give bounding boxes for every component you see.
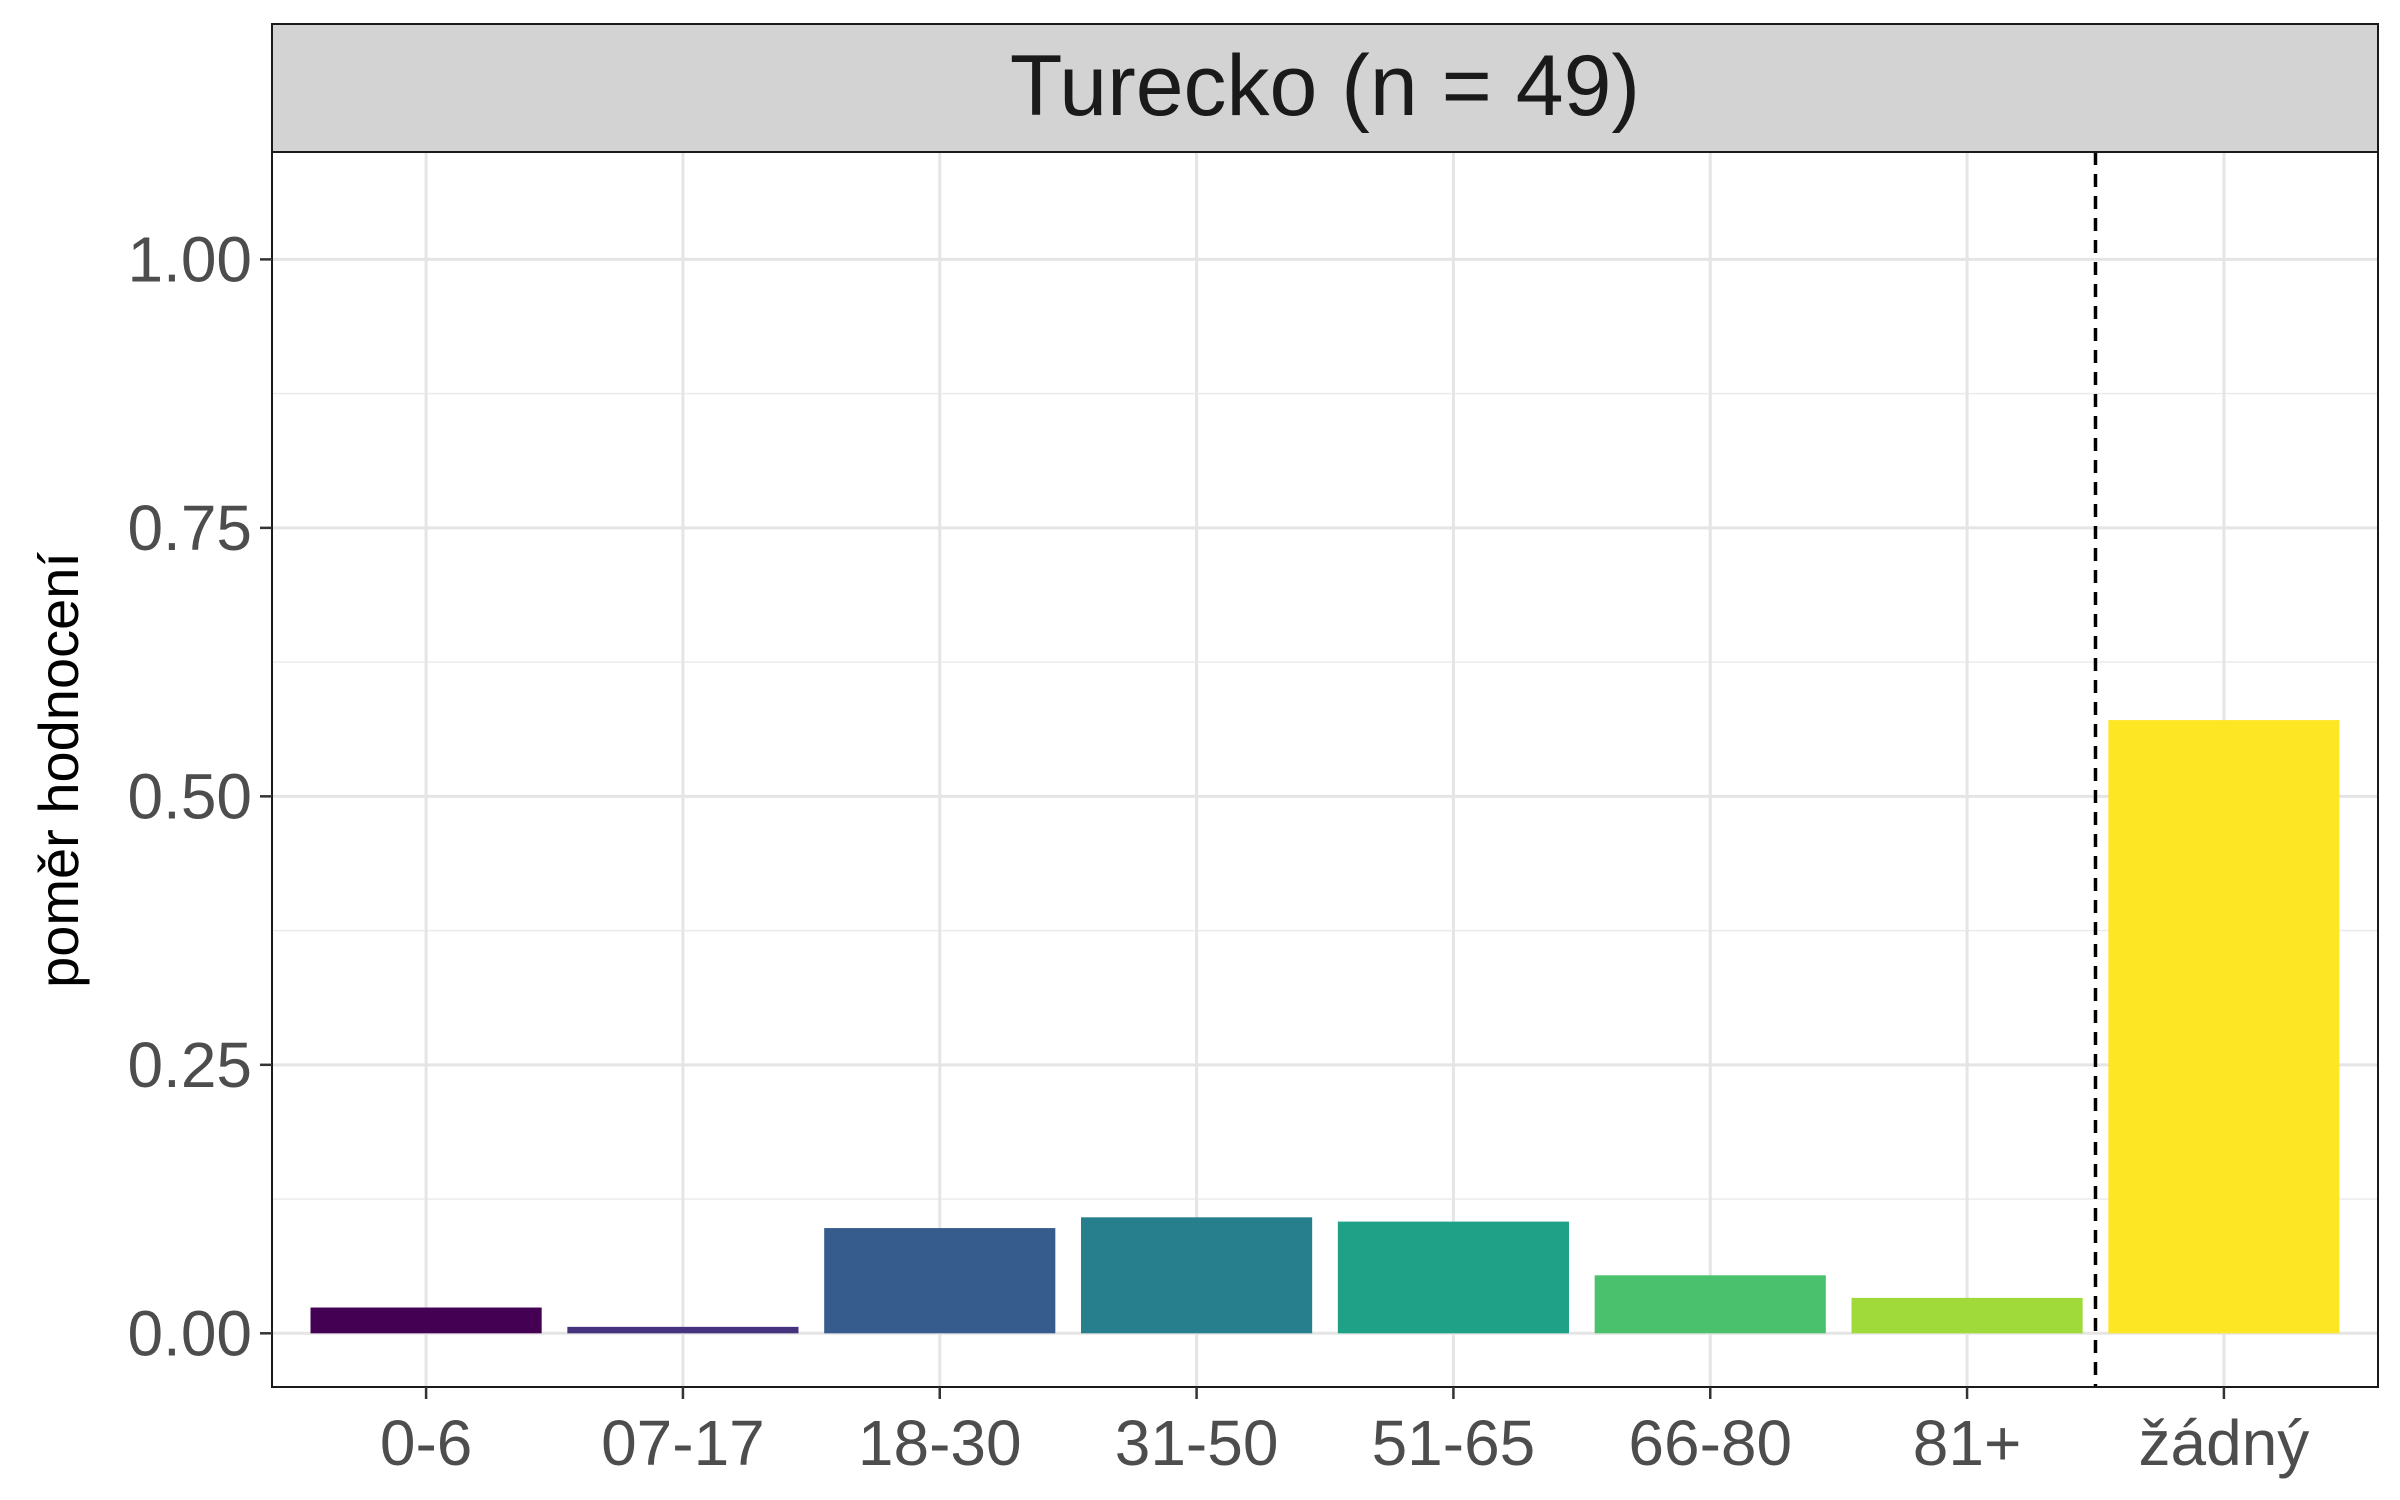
y-tick-label: 0.25 [127, 1029, 252, 1101]
bars [310, 720, 2340, 1334]
major-gridlines [272, 152, 2378, 1387]
y-tick-label: 0.50 [127, 760, 252, 832]
bar-žádný [2108, 720, 2340, 1334]
facet-title: Turecko (n = 49) [1010, 38, 1640, 134]
plot-panel [272, 152, 2378, 1387]
facet-strip: Turecko (n = 49) [271, 23, 2379, 153]
minor-gridlines [272, 392, 2378, 1200]
bar-66-80 [1594, 1275, 1826, 1334]
x-tick-label: 18-30 [858, 1407, 1022, 1479]
bar-18-30 [824, 1228, 1056, 1334]
x-tick-label: 07-17 [601, 1407, 765, 1479]
y-axis: 0.00 0.25 0.50 0.75 1.00 [127, 223, 272, 1369]
x-tick-label: 66-80 [1628, 1407, 1792, 1479]
bar-0-6 [310, 1307, 542, 1334]
x-axis: 0-6 07-17 18-30 31-50 51-65 66-80 81+ žádný [380, 1387, 2309, 1479]
bar-81+ [1851, 1297, 2083, 1334]
bar-31-50 [1081, 1217, 1313, 1334]
x-tick-label: žádný [2139, 1407, 2310, 1479]
bar-07-17 [567, 1326, 799, 1334]
y-tick-label: 0.00 [127, 1297, 252, 1369]
x-tick-label: 31-50 [1115, 1407, 1279, 1479]
bar-51-65 [1337, 1221, 1569, 1334]
y-tick-label: 1.00 [127, 223, 252, 295]
x-tick-label: 81+ [1913, 1407, 2022, 1479]
x-tick-label: 51-65 [1372, 1407, 1536, 1479]
y-tick-label: 0.75 [127, 492, 252, 564]
x-tick-label: 0-6 [380, 1407, 473, 1479]
y-axis-title: poměr hodnocení [27, 552, 90, 988]
